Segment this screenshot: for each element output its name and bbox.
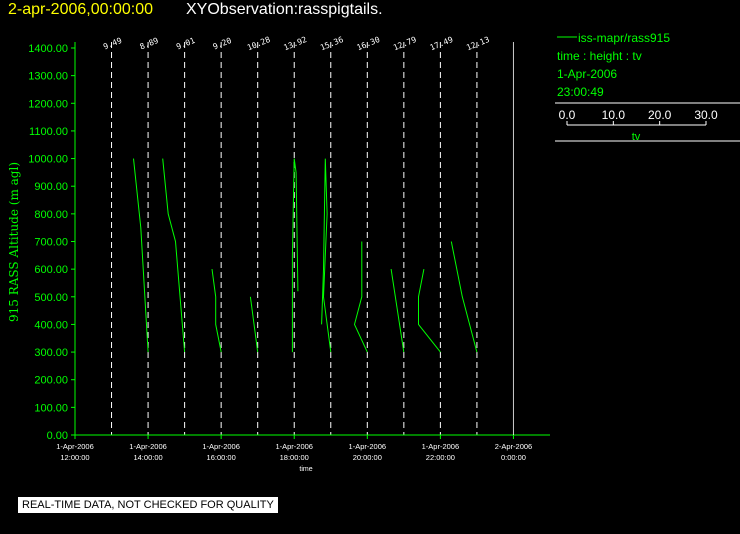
- legend-scale-tick-label: 0.0: [559, 108, 576, 122]
- y-tick-labels: 0.00 100.00 200.00 300.00 400.00 500.00 600.00…: [28, 43, 68, 442]
- profile-marker-label: 13.92: [282, 35, 308, 52]
- legend-time: 23:00:49: [557, 85, 604, 99]
- profile-marker-label: 10.28: [246, 35, 272, 52]
- x-tick-date: 1-Apr-2006: [202, 442, 240, 451]
- legend-mapping: time : height : tv: [557, 49, 642, 63]
- legend-scale-tick-label: 10.0: [602, 108, 626, 122]
- profile-marker-label: 16.30: [356, 35, 382, 52]
- profile-marker-label: 15.36: [319, 35, 345, 52]
- profile-marker-lines: [111, 42, 478, 435]
- profile-marker-label: 8.89: [139, 36, 160, 52]
- y-tick-label: 900.00: [34, 181, 68, 193]
- y-tick-label: 1400.00: [28, 43, 68, 55]
- profile-marker-label: 9.01: [175, 36, 196, 52]
- y-tick-label: 0.00: [47, 430, 68, 442]
- temperature-trace: [418, 269, 441, 353]
- legend-scale-tick-label: 20.0: [648, 108, 672, 122]
- profile-marker-label: 9.49: [102, 36, 123, 52]
- x-tick-date: 1-Apr-2006: [129, 442, 167, 451]
- x-tick-date: 1-Apr-2006: [349, 442, 387, 451]
- temperature-trace: [162, 158, 186, 353]
- x-tick-time: 22:00:00: [426, 453, 455, 462]
- x-tick-time: 14:00:00: [133, 453, 162, 462]
- temperature-trace: [321, 158, 332, 353]
- x-tick-labels: 1-Apr-2006 12:00:00 1-Apr-2006 14:00:00 1-Ap…: [56, 442, 532, 462]
- x-tick-time: 0:00:00: [501, 453, 526, 462]
- y-tick-label: 600.00: [34, 264, 68, 276]
- x-axis-label: time: [299, 466, 312, 473]
- y-tick-label: 200.00: [34, 375, 68, 387]
- y-tick-label: 100.00: [34, 402, 68, 414]
- axes: [71, 42, 550, 439]
- legend-scale-tick-label: 30.0: [694, 108, 718, 122]
- y-tick-label: 1100.00: [29, 126, 68, 138]
- temperature-traces: [133, 158, 478, 353]
- legend-scale-label: tv: [632, 131, 641, 143]
- x-tick-date: 1-Apr-2006: [56, 442, 94, 451]
- header-date: 2-apr-2006,00:00:00: [8, 1, 153, 18]
- temperature-trace: [353, 241, 368, 353]
- x-tick-time: 20:00:00: [353, 453, 382, 462]
- x-tick-time: 12:00:00: [60, 453, 89, 462]
- profile-marker-labels: 9.49 8.89 9.01 9.20 10.28 13.92 15.36 16.30 12.7…: [102, 35, 491, 52]
- temperature-trace: [450, 241, 478, 353]
- temperature-trace: [249, 296, 259, 353]
- x-tick-time: 18:00:00: [280, 453, 309, 462]
- y-tick-label: 300.00: [34, 347, 68, 359]
- profile-marker-label: 17.49: [429, 35, 455, 52]
- legend-scale: 0.0 10.0 20.0 30.0: [559, 108, 718, 125]
- legend-date: 1-Apr-2006: [557, 67, 617, 81]
- temperature-trace: [133, 158, 149, 353]
- y-axis-label: 915 RASS Altitude (m agl): [7, 162, 21, 322]
- legend-panel: iss-mapr/rass915 time : height : tv 1-Ap…: [555, 31, 740, 143]
- header-title: XYObservation:rasspigtails.: [186, 1, 383, 18]
- temperature-trace: [390, 269, 405, 353]
- x-tick-date: 1-Apr-2006: [275, 442, 313, 451]
- legend-series-label: iss-mapr/rass915: [578, 31, 670, 45]
- x-tick-date: 1-Apr-2006: [422, 442, 460, 451]
- y-tick-label: 800.00: [34, 209, 68, 221]
- y-tick-label: 1200.00: [28, 98, 68, 110]
- y-tick-label: 1000.00: [28, 154, 68, 166]
- y-tick-label: 500.00: [34, 292, 68, 304]
- y-tick-label: 400.00: [34, 319, 68, 331]
- temperature-trace: [211, 269, 222, 353]
- profile-marker-label: 9.20: [212, 36, 233, 52]
- quality-note: REAL-TIME DATA, NOT CHECKED FOR QUALITY: [18, 497, 278, 513]
- x-tick-time: 16:00:00: [207, 453, 236, 462]
- y-tick-label: 1300.00: [28, 71, 68, 83]
- profile-marker-label: 12.13: [465, 35, 491, 52]
- x-tick-date: 2-Apr-2006: [495, 442, 533, 451]
- temperature-trace: [291, 158, 299, 353]
- profile-marker-label: 12.79: [392, 35, 418, 52]
- y-tick-label: 700.00: [34, 237, 68, 249]
